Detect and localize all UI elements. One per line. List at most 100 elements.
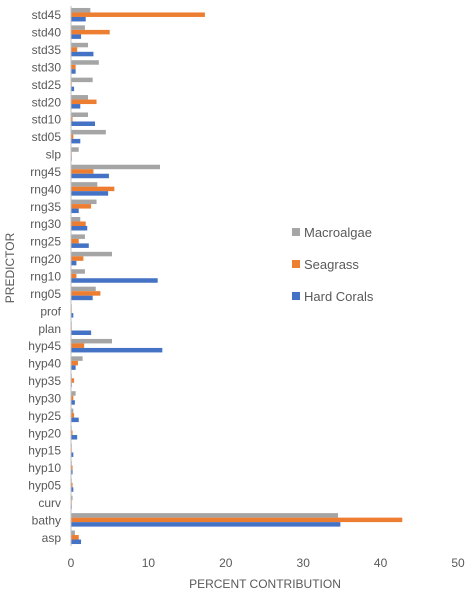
bar-std20-hard-corals [71, 104, 81, 109]
y-tick-label-hyp25: hyp25 [28, 409, 61, 423]
bar-std25-hard-corals [71, 86, 75, 92]
y-tick-label-rng10: rng10 [30, 270, 61, 284]
bar-hyp35-seagrass [71, 378, 75, 383]
y-tick-label-rng45: rng45 [30, 165, 61, 179]
bar-hyp10-seagrass [71, 465, 73, 470]
bar-rng40-hard-corals [71, 191, 109, 196]
bar-rng45-seagrass [71, 169, 94, 174]
bar-std10-hard-corals [71, 121, 95, 126]
bar-asp-hard-corals [71, 539, 82, 545]
bar-bathy-hard-corals [71, 522, 341, 527]
bar-hyp45-hard-corals [71, 347, 163, 353]
y-tick-label-std35: std35 [32, 43, 62, 57]
bar-std30-macroalgae [71, 60, 99, 65]
bar-hyp30-seagrass [71, 395, 74, 401]
bar-rng05-hard-corals [71, 295, 93, 301]
bar-rng20-seagrass [71, 256, 84, 261]
y-tick-label-hyp30: hyp30 [28, 391, 61, 405]
bar-rng45-hard-corals [71, 173, 109, 179]
bar-hyp45-seagrass [71, 343, 85, 348]
x-tick-label-30: 30 [297, 556, 311, 570]
legend-swatch-hard-corals [292, 292, 300, 300]
y-tick-label-plan: plan [38, 322, 61, 336]
bar-rng35-hard-corals [71, 208, 79, 214]
bar-std05-macroalgae [71, 129, 106, 135]
bar-std45-hard-corals [71, 16, 86, 22]
y-tick-label-rng35: rng35 [30, 200, 61, 214]
legend: Macroalgae Seagrass Hard Corals [292, 225, 374, 304]
bar-std35-hard-corals [71, 51, 94, 57]
legend-swatch-seagrass [292, 260, 300, 268]
y-tick-label-hyp40: hyp40 [28, 357, 61, 371]
bar-hyp05-hard-corals [71, 487, 74, 492]
y-tick-label-bathy: bathy [32, 513, 61, 527]
bar-hyp20-seagrass [71, 430, 73, 436]
bar-asp-macroalgae [71, 530, 75, 536]
y-tick-label-std20: std20 [32, 95, 62, 109]
y-tick-label-hyp15: hyp15 [28, 444, 61, 458]
y-tick-label-hyp35: hyp35 [28, 374, 61, 388]
bar-std05-hard-corals [71, 138, 81, 144]
y-tick-label-std45: std45 [32, 8, 62, 22]
y-tick-labels: std45 std40 std35 std30 std25 std20 std10 std05… [28, 8, 61, 545]
bar-hyp45-macroalgae [71, 338, 113, 344]
y-axis-title: PREDICTOR [3, 232, 17, 303]
bar-std20-macroalgae [71, 95, 89, 100]
bar-slp-macroalgae [71, 147, 79, 152]
y-tick-label-prof: prof [40, 304, 61, 318]
bar-hyp25-seagrass [71, 413, 75, 418]
bar-std45-seagrass [71, 12, 205, 17]
bar-hyp40-seagrass [71, 360, 78, 366]
y-tick-label-std05: std05 [32, 130, 62, 144]
bar-rng45-macroalgae [71, 164, 161, 170]
bar-std35-seagrass [71, 47, 78, 52]
y-tick-label-asp: asp [42, 531, 62, 545]
bar-rng35-seagrass [71, 204, 92, 209]
bar-hyp05-seagrass [71, 482, 73, 488]
y-tick-label-rng05: rng05 [30, 287, 61, 301]
y-tick-label-rng30: rng30 [30, 217, 61, 231]
bar-rng25-macroalgae [71, 234, 85, 239]
bar-hyp20-hard-corals [71, 435, 78, 440]
x-tick-label-0: 0 [68, 556, 75, 570]
bar-rng40-macroalgae [71, 182, 98, 187]
bar-std20-seagrass [71, 99, 97, 105]
bar-hyp25-hard-corals [71, 417, 79, 423]
bar-hyp10-hard-corals [71, 469, 73, 475]
legend-swatch-macroalgae [292, 228, 300, 236]
bar-rng40-seagrass [71, 186, 115, 192]
y-tick-label-hyp20: hyp20 [28, 426, 61, 440]
bar-rng30-hard-corals [71, 225, 88, 231]
y-tick-label-std25: std25 [32, 78, 62, 92]
bar-std10-seagrass [71, 116, 73, 122]
bar-prof-hard-corals [71, 313, 74, 318]
bar-rng25-seagrass [71, 238, 79, 244]
bars-layer [71, 7, 403, 545]
bar-std05-seagrass [71, 134, 74, 139]
y-tick-label-curv: curv [38, 496, 61, 510]
bar-hyp25-macroalgae [71, 408, 74, 414]
bar-rng25-hard-corals [71, 243, 89, 248]
bar-rng20-macroalgae [71, 251, 113, 257]
bar-rng05-macroalgae [71, 286, 96, 292]
bar-bathy-seagrass [71, 517, 403, 523]
x-tick-label-20: 20 [219, 556, 233, 570]
bar-std40-hard-corals [71, 34, 82, 39]
x-tick-label-10: 10 [142, 556, 156, 570]
bar-std45-macroalgae [71, 7, 91, 13]
bar-curv-macroalgae [71, 495, 73, 501]
y-tick-label-rng25: rng25 [30, 235, 61, 249]
bar-std40-seagrass [71, 29, 110, 35]
x-tick-label-40: 40 [374, 556, 388, 570]
y-tick-label-rng20: rng20 [30, 252, 61, 266]
y-tick-label-std40: std40 [32, 26, 62, 40]
legend-label-seagrass: Seagrass [304, 257, 359, 272]
bar-hyp40-macroalgae [71, 356, 83, 361]
bar-rng30-seagrass [71, 221, 86, 226]
bar-rng10-hard-corals [71, 278, 158, 283]
bar-hyp40-hard-corals [71, 365, 76, 370]
bar-rng20-hard-corals [71, 260, 77, 266]
bar-std30-hard-corals [71, 69, 76, 74]
y-tick-label-rng40: rng40 [30, 182, 61, 196]
